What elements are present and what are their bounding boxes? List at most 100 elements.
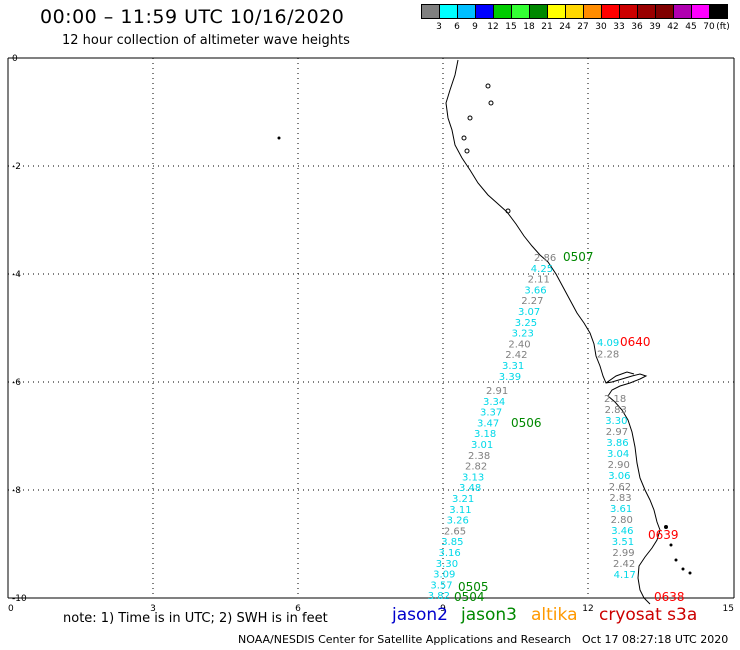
wave-height-value: 2.42	[505, 350, 527, 361]
wave-height-value: 3.25	[515, 318, 537, 329]
island	[467, 115, 473, 121]
wave-height-value: 3.30	[605, 416, 627, 427]
pass-time-label: 0504	[454, 590, 485, 604]
coastline-inlet	[605, 371, 635, 384]
wave-height-value: 2.40	[508, 339, 530, 350]
island	[488, 100, 494, 106]
wave-height-value: 3.85	[441, 537, 463, 548]
legend-label: 24	[559, 22, 571, 32]
island	[277, 136, 281, 140]
pass-time-label: 0507	[563, 250, 594, 264]
wave-height-value: 3.51	[612, 537, 634, 548]
legend-label: 30	[595, 22, 607, 32]
map-subtitle: 12 hour collection of altimeter wave hei…	[62, 33, 350, 48]
wave-height-value: 2.97	[606, 427, 628, 438]
wave-height-value: 3.01	[471, 440, 493, 451]
wave-height-value: 3.31	[502, 361, 524, 372]
pass-time-label: 0638	[654, 590, 685, 604]
island	[664, 525, 668, 529]
wave-height-value: 3.07	[518, 307, 540, 318]
island	[681, 567, 685, 571]
wave-height-value: 3.37	[480, 408, 502, 419]
coastline	[277, 59, 692, 605]
legend-label: 21	[541, 22, 553, 32]
x-tick-label: 9	[440, 604, 446, 614]
legend-label: 42	[667, 22, 679, 32]
wave-height-value: 2.65	[444, 526, 466, 537]
wave-height-value: 3.04	[607, 449, 629, 460]
coastline-mainland	[445, 59, 661, 605]
color-legend: 3 6 9 12 15 18 21 24 27 30 33 36 39 42 45 70 (ft)	[421, 4, 730, 38]
wave-height-value: 3.09	[433, 570, 455, 581]
wave-height-value: 3.06	[608, 471, 630, 482]
altimeter-tracks: 2.864.252.113.662.273.073.253.232.402.42…	[428, 250, 685, 604]
x-tick-label: 3	[150, 604, 156, 614]
wave-height-value: 4.25	[531, 264, 553, 275]
x-tick-label: 0	[8, 604, 14, 614]
pass-time-label: 0505	[458, 580, 489, 594]
legend-label: 36	[631, 22, 643, 32]
wave-height-value: 3.82	[428, 591, 450, 602]
island	[464, 148, 470, 154]
wave-height-value: 2.18	[604, 394, 626, 405]
sat-jason3: jason3	[461, 605, 517, 625]
wave-height-value: 3.26	[447, 516, 469, 527]
pass-time-label: 0639	[648, 528, 679, 542]
wave-height-value: 3.86	[606, 438, 628, 449]
wave-height-value: 2.38	[468, 451, 490, 462]
map-title: 00:00 – 11:59 UTC 10/16/2020	[40, 6, 345, 28]
wave-height-value: 3.30	[436, 559, 458, 570]
wave-height-value: 2.90	[608, 460, 630, 471]
legend-label: 70	[703, 22, 715, 32]
wave-height-value: 3.48	[459, 483, 481, 494]
wave-height-value: 2.99	[612, 548, 634, 559]
island	[461, 135, 467, 141]
wave-height-value: 2.28	[597, 350, 619, 361]
island	[688, 571, 692, 575]
wave-height-value: 3.21	[452, 494, 474, 505]
sat-jason2: jason2	[392, 605, 448, 625]
pass-time-label: 0640	[620, 335, 651, 349]
sat-altika: altika	[531, 605, 578, 625]
wave-height-value: 2.11	[528, 275, 550, 286]
legend-label: 15	[505, 22, 517, 32]
pass-time-label: 0506	[511, 416, 542, 430]
legend-label: 3	[436, 22, 442, 32]
x-tick-label: 15	[723, 604, 734, 614]
wave-height-value: 3.18	[474, 429, 496, 440]
legend-unit: (ft)	[716, 22, 730, 32]
wave-height-value: 2.42	[613, 559, 635, 570]
generated-timestamp: Oct 17 08:27:18 UTC 2020	[582, 633, 729, 646]
wave-height-value: 3.34	[483, 397, 505, 408]
x-tick-label: 12	[582, 604, 593, 614]
wave-height-value: 2.91	[486, 386, 508, 397]
y-tick-label: -6	[12, 378, 21, 388]
wave-height-value: 3.13	[462, 472, 484, 483]
wave-height-value: 3.23	[512, 329, 534, 340]
wave-height-value: 3.46	[611, 526, 633, 537]
wave-height-value: 2.83	[609, 493, 631, 504]
wave-height-value: 3.11	[449, 505, 471, 516]
wave-height-value: 3.61	[610, 504, 632, 515]
legend-label: 45	[685, 22, 697, 32]
wave-height-value: 3.66	[524, 285, 546, 296]
island	[485, 83, 491, 89]
wave-height-value: 4.09	[597, 338, 619, 349]
map-grid: 0 3 6 9 12 15 0 -2 -4 -6 -8 -10	[7, 54, 735, 614]
wave-height-value: 3.39	[499, 372, 521, 383]
y-tick-label: -10	[12, 594, 27, 604]
legend-label: 27	[577, 22, 589, 32]
wave-height-value: 2.62	[609, 482, 631, 493]
wave-height-value: 2.27	[521, 296, 543, 307]
footer-note: note: 1) Time is in UTC; 2) SWH is in fe…	[63, 611, 328, 626]
y-tick-label: -8	[12, 486, 21, 496]
wave-height-value: 3.57	[430, 580, 452, 591]
y-tick-label: -4	[12, 270, 21, 280]
y-tick-label: 0	[12, 54, 18, 64]
legend-label: 9	[472, 22, 478, 32]
island	[669, 543, 673, 547]
wave-height-value: 4.17	[614, 570, 636, 581]
legend-label: 6	[454, 22, 460, 32]
legend-label: 18	[523, 22, 535, 32]
